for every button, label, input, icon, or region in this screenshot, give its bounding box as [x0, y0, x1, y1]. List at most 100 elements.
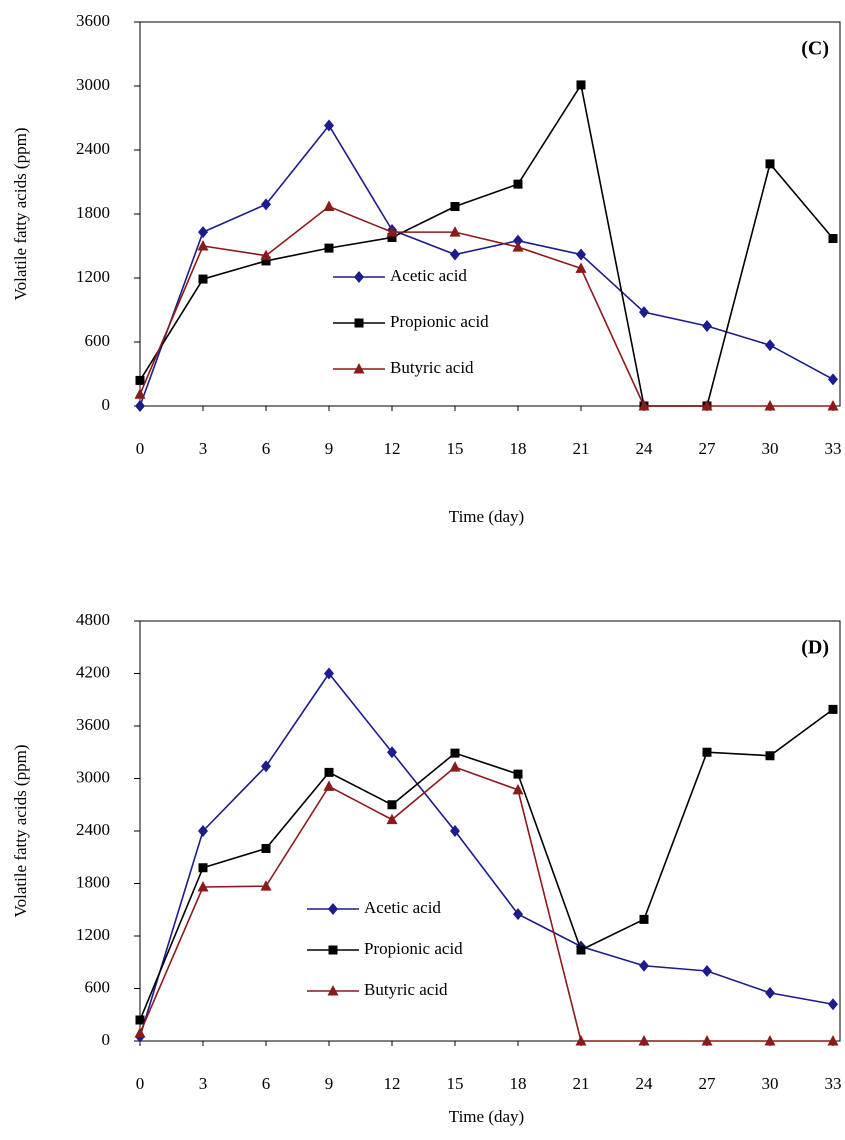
data-point	[261, 198, 271, 211]
data-point	[198, 863, 208, 873]
data-point	[197, 240, 209, 251]
data-point	[512, 783, 524, 795]
series-line	[139, 708, 834, 1021]
data-point	[449, 761, 461, 772]
data-point	[387, 746, 397, 759]
data-point	[513, 769, 523, 779]
y-tick-label: 600	[85, 977, 111, 996]
x-tick-label: 18	[510, 439, 527, 458]
data-point	[576, 248, 586, 261]
legend-label: Butyric acid	[364, 980, 448, 999]
data-point	[828, 998, 838, 1011]
data-point	[387, 800, 397, 810]
x-tick-label: 12	[384, 439, 401, 458]
legend-label: Propionic acid	[390, 312, 489, 331]
data-point	[827, 400, 839, 411]
legend-marker	[327, 985, 339, 996]
data-point	[198, 825, 208, 837]
data-point	[135, 375, 145, 385]
x-tick-label: 33	[825, 439, 842, 458]
y-tick-label: 1200	[76, 267, 110, 286]
data-point	[261, 844, 271, 853]
x-tick-label: 3	[199, 1074, 208, 1093]
legend-marker	[354, 318, 364, 328]
data-point	[639, 306, 649, 319]
data-point	[639, 959, 649, 972]
data-point	[701, 1035, 713, 1046]
legend-marker	[328, 903, 338, 915]
data-point	[828, 234, 838, 244]
y-tick-label: 2400	[76, 139, 110, 158]
data-point	[135, 1015, 145, 1025]
x-tick-label: 30	[762, 1074, 779, 1093]
series-line	[139, 124, 834, 407]
data-point	[764, 400, 776, 411]
data-point	[323, 780, 335, 791]
data-point	[702, 965, 712, 977]
data-point	[261, 256, 271, 266]
data-point	[387, 232, 397, 242]
legend-label: Propionic acid	[364, 939, 463, 958]
y-axis-label: Volatile fatty acids (ppm)	[11, 128, 30, 301]
y-tick-label: 1800	[76, 203, 110, 222]
x-tick-label: 18	[510, 1074, 527, 1093]
legend-marker	[354, 271, 364, 283]
x-tick-label: 27	[699, 1074, 717, 1093]
data-point	[324, 243, 334, 253]
x-axis-label: Time (day)	[449, 1107, 524, 1126]
data-point	[827, 1035, 839, 1046]
x-tick-label: 24	[636, 439, 654, 458]
data-point	[513, 179, 523, 189]
data-point	[765, 986, 775, 999]
data-point	[828, 704, 838, 714]
legend-marker	[328, 945, 338, 955]
data-point	[324, 767, 334, 777]
data-point	[198, 274, 208, 284]
data-point	[386, 813, 398, 825]
data-point	[135, 400, 145, 412]
panel-label: (C)	[801, 38, 829, 60]
x-tick-label: 3	[199, 439, 208, 458]
series-line	[139, 205, 833, 407]
x-axis-label: Time (day)	[449, 507, 524, 526]
data-point	[764, 1035, 776, 1046]
data-point	[512, 241, 524, 252]
x-tick-label: 12	[384, 1074, 401, 1093]
data-point	[198, 226, 208, 239]
x-tick-label: 15	[447, 1074, 464, 1093]
data-point	[513, 908, 523, 921]
data-point	[828, 373, 838, 386]
data-point	[324, 119, 334, 132]
data-point	[575, 1035, 587, 1046]
data-point	[134, 388, 146, 399]
data-point	[513, 234, 523, 247]
x-tick-label: 33	[825, 1074, 842, 1093]
x-tick-label: 27	[699, 439, 717, 458]
data-point	[260, 880, 272, 891]
data-point	[765, 159, 775, 169]
legend-label: Butyric acid	[390, 358, 474, 377]
x-tick-label: 24	[636, 1074, 654, 1093]
x-tick-label: 9	[325, 1074, 334, 1093]
data-point	[323, 200, 335, 212]
series-line	[139, 82, 834, 407]
y-tick-label: 0	[102, 395, 111, 414]
y-tick-label: 1800	[76, 872, 110, 891]
plot-frame	[139, 620, 841, 1042]
panel-label: (D)	[801, 637, 829, 659]
data-point	[449, 226, 461, 237]
data-point	[324, 667, 334, 680]
y-tick-label: 0	[102, 1030, 111, 1049]
data-point	[450, 202, 460, 212]
legend-label: Acetic acid	[364, 898, 441, 917]
y-tick-label: 2400	[76, 820, 110, 839]
data-point	[197, 881, 209, 892]
y-tick-label: 4800	[76, 610, 110, 629]
data-point	[576, 80, 586, 90]
y-tick-label: 600	[85, 331, 111, 350]
data-point	[260, 249, 272, 261]
data-point	[575, 262, 587, 273]
y-tick-label: 3000	[76, 767, 110, 786]
series-line	[139, 672, 834, 1037]
legend-label: Acetic acid	[390, 266, 467, 285]
